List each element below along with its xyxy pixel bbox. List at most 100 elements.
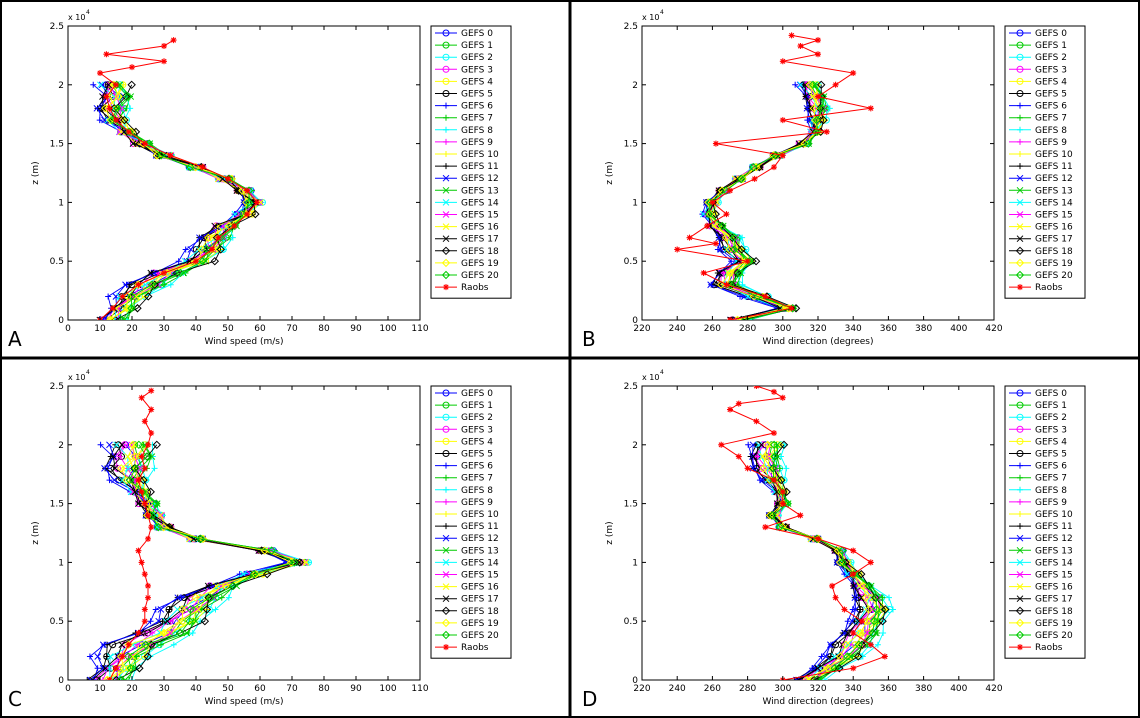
legend-item: GEFS 5 — [435, 450, 493, 460]
data-point — [147, 618, 154, 625]
raobs-point — [753, 418, 760, 425]
legend-label: GEFS 4 — [461, 437, 493, 447]
data-point — [286, 558, 296, 567]
legend-marker — [1015, 606, 1025, 616]
legend-marker — [442, 546, 450, 554]
data-point — [156, 151, 166, 160]
raobs-point — [199, 164, 206, 171]
data-point — [127, 304, 136, 313]
legend-label: GEFS 15 — [1035, 571, 1073, 581]
legend-marker — [442, 413, 450, 421]
data-point — [84, 677, 91, 680]
panel-label: A — [8, 327, 22, 351]
legend-marker — [1016, 534, 1024, 542]
data-point — [302, 559, 310, 566]
legend-label: GEFS 5 — [461, 450, 493, 460]
data-point — [131, 464, 140, 473]
data-point — [705, 209, 715, 219]
data-point — [769, 464, 778, 473]
data-point — [145, 139, 154, 148]
data-point — [865, 581, 874, 591]
data-point — [198, 534, 208, 544]
raobs-point — [141, 571, 148, 578]
data-point — [763, 440, 772, 450]
data-point — [783, 465, 790, 472]
raobs-point — [215, 234, 222, 241]
raobs-point — [762, 293, 769, 300]
data-point — [805, 676, 813, 680]
data-point — [120, 115, 129, 125]
data-point — [145, 499, 154, 508]
legend-item: GEFS 4 — [435, 437, 493, 447]
y-tick-label: 2 — [632, 81, 638, 91]
panel-label: D — [582, 687, 597, 711]
legend-label: GEFS 8 — [1035, 126, 1067, 136]
data-point — [128, 440, 138, 450]
data-point — [837, 546, 847, 555]
data-point — [874, 641, 881, 648]
legend-item: GEFS 2 — [435, 413, 493, 423]
data-point — [170, 641, 177, 648]
legend-label: GEFS 15 — [461, 211, 499, 221]
legend-marker — [1016, 425, 1024, 433]
data-point — [769, 440, 779, 450]
legend-item: GEFS 0 — [435, 389, 493, 399]
data-point — [849, 606, 856, 613]
data-point — [711, 209, 720, 219]
legend-item: GEFS 3 — [1009, 65, 1067, 75]
data-point — [97, 441, 104, 448]
legend-marker — [443, 644, 449, 651]
data-point — [229, 581, 238, 591]
data-point — [715, 269, 723, 277]
legend-marker — [441, 258, 451, 268]
legend-label: GEFS 20 — [461, 271, 499, 281]
raobs-point — [712, 140, 719, 147]
legend: GEFS 0 GEFS 1 GEFS 2 GEFS 3 GEFS 4 GEFS 5 GEFS… — [430, 25, 512, 299]
raobs-point — [815, 51, 821, 58]
plot-area — [67, 25, 421, 321]
legend-item: GEFS 15 — [1009, 571, 1073, 581]
data-point — [155, 151, 164, 160]
data-point — [233, 187, 241, 194]
raobs-point — [779, 152, 786, 159]
legend-item: GEFS 20 — [435, 270, 499, 281]
legend-label: GEFS 14 — [461, 558, 499, 568]
data-point — [823, 664, 833, 673]
legend-label: GEFS 19 — [461, 619, 499, 629]
legend-marker — [443, 486, 449, 493]
legend-label: GEFS 9 — [1035, 498, 1067, 508]
data-point — [267, 546, 276, 555]
data-point — [749, 441, 757, 449]
data-point — [812, 675, 821, 680]
legend-label: GEFS 0 — [461, 389, 493, 399]
raobs-point — [788, 32, 795, 39]
legend-label: GEFS 1 — [461, 401, 493, 411]
data-point — [848, 617, 856, 625]
x-tick-label: 80 — [318, 324, 330, 334]
legend-item: GEFS 9 — [435, 498, 493, 508]
raobs-point — [859, 618, 865, 625]
legend-item: GEFS 9 — [1009, 498, 1067, 508]
y-tick-label: 0 — [632, 316, 638, 326]
data-point — [776, 465, 783, 472]
x-tick-label: 20 — [126, 684, 138, 694]
legend-label: GEFS 8 — [461, 126, 493, 136]
data-point — [737, 174, 746, 184]
legend-label: GEFS 5 — [461, 90, 493, 100]
data-point — [176, 628, 185, 638]
legend-label: GEFS 20 — [1035, 271, 1073, 281]
data-point — [176, 268, 185, 278]
y-exponent-label: x 10 — [68, 13, 85, 22]
data-point — [101, 464, 108, 472]
x-tick-label: 100 — [379, 684, 396, 694]
panel-label: B — [582, 327, 596, 351]
data-point — [717, 246, 725, 253]
legend-item: GEFS 8 — [435, 126, 493, 136]
y-tick-label: 1 — [632, 558, 638, 568]
data-point — [739, 281, 746, 288]
raobs-point — [125, 641, 132, 648]
data-point — [90, 81, 97, 88]
raobs-point — [145, 582, 151, 589]
legend-item: GEFS 13 — [1009, 186, 1073, 196]
legend-marker — [442, 223, 450, 230]
